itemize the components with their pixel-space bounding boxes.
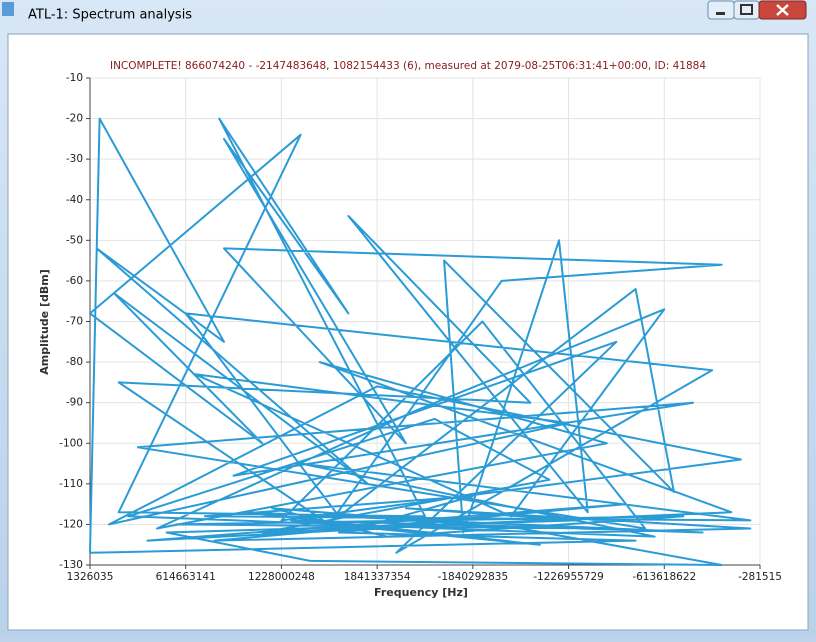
y-tick-label: -80 [66,356,83,368]
y-tick-label: -120 [59,518,83,530]
y-tick-label: -50 [66,234,83,246]
x-tick-label: 1228000248 [248,571,315,583]
maximize-button[interactable] [733,0,760,20]
minimize-button[interactable] [707,0,735,20]
y-tick-label: -30 [66,153,83,165]
x-axis-label: Frequency [Hz] [374,586,468,599]
x-tick-label: -281515 [738,571,782,583]
data-line [89,117,752,566]
y-tick-label: -110 [59,478,83,490]
x-tick-label: 1841337354 [344,571,411,583]
y-tick-label: -130 [59,559,83,571]
y-tick-label: -40 [66,194,83,206]
close-icon [776,4,789,16]
y-axis-label: Amplitude [dBm] [38,269,51,374]
x-tick-label: 614663141 [156,571,216,583]
minimize-icon [716,12,725,15]
x-tick-label: -1226955729 [533,571,604,583]
maximize-icon [740,4,753,15]
app-icon [2,2,14,16]
x-tick-label: 1326035 [67,571,114,583]
y-tick-label: -100 [59,437,83,449]
x-tick-label: -613618622 [632,571,696,583]
y-tick-label: -60 [66,275,83,287]
x-tick-label: -1840292835 [438,571,509,583]
y-tick-label: -20 [66,113,83,125]
y-tick-label: -70 [66,316,83,328]
y-tick-label: -10 [66,72,83,84]
chart-title: INCOMPLETE! 866074240 - -2147483648, 108… [110,60,706,72]
y-tick-label: -90 [66,397,83,409]
window-title: ATL-1: Spectrum analysis [28,8,192,23]
